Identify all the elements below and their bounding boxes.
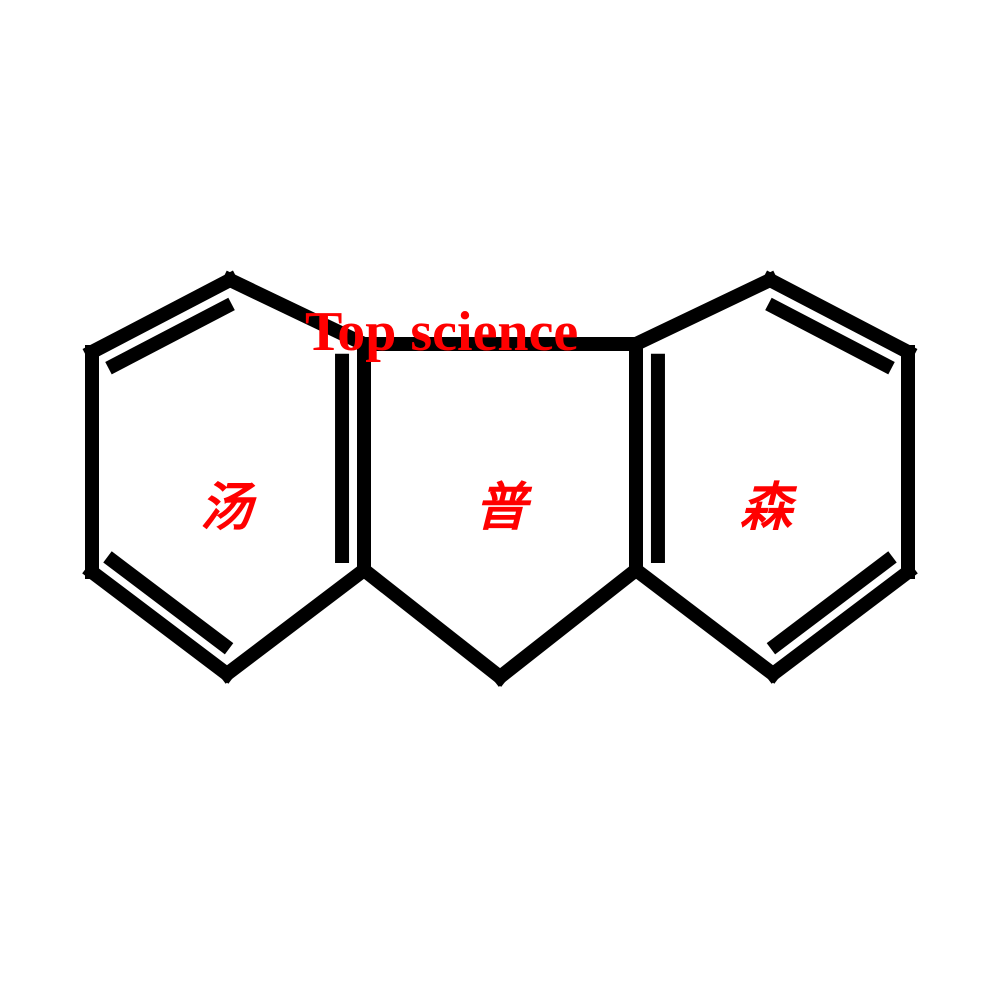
brand-char-right: 森 (740, 465, 792, 540)
molecule-diagram: Top science 汤 普 森 (0, 0, 1000, 1000)
brand-label-top: Top science (305, 300, 578, 364)
brand-char-center: 普 (475, 465, 527, 540)
brand-char-left: 汤 (200, 465, 252, 540)
